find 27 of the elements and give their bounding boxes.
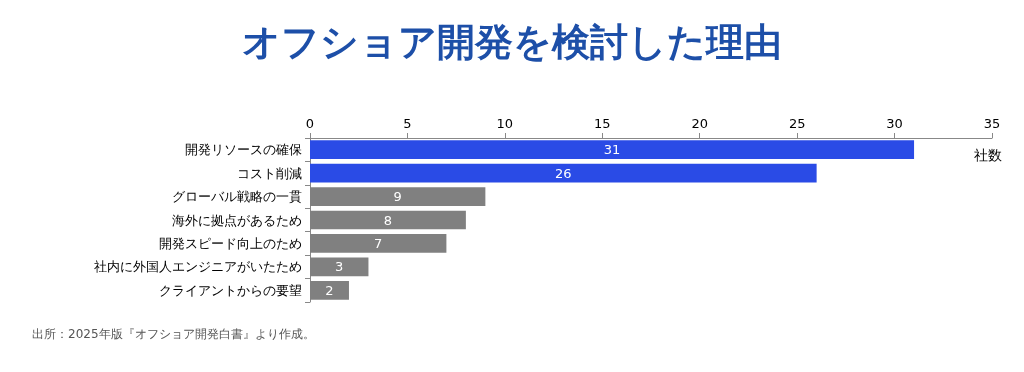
y-tick-label: 開発スピード向上のため [159,235,302,251]
y-tick-label: 開発リソースの確保 [185,142,302,158]
y-tick-label: 海外に拠点があるため [172,212,302,228]
x-tick-label: 15 [594,116,611,131]
y-tick-label: 社内に外国人エンジニアがいたため [94,259,302,275]
x-tick-label: 35 [983,116,1001,131]
data-label: 8 [383,212,393,228]
x-tick-label: 0 [305,116,315,131]
text: 出所：2025年版『オフショア開発白書』より作成。 [32,327,315,341]
data-label: 26 [555,165,572,181]
data-label: 7 [374,235,383,251]
chart-title: オフショア開発を検討した理由 [242,20,782,64]
x-tick-label: 5 [403,116,412,131]
x-tick-label: 20 [691,116,708,131]
x-tick-label: 25 [788,116,806,131]
data-label: 9 [393,189,402,205]
x-axis-title: 社数 [974,147,1002,163]
bar [310,163,817,183]
x-tick-label: 30 [886,116,903,131]
data-label: 2 [325,282,334,298]
x-tick-label: 10 [496,116,514,131]
y-tick-label: グローバル戦略の一貫 [172,189,302,205]
y-tick-label: クライアントからの要望 [159,282,302,298]
data-label: 31 [603,142,621,158]
y-tick-label: コスト削減 [237,165,302,181]
data-label: 3 [335,259,344,275]
bar [310,140,915,160]
